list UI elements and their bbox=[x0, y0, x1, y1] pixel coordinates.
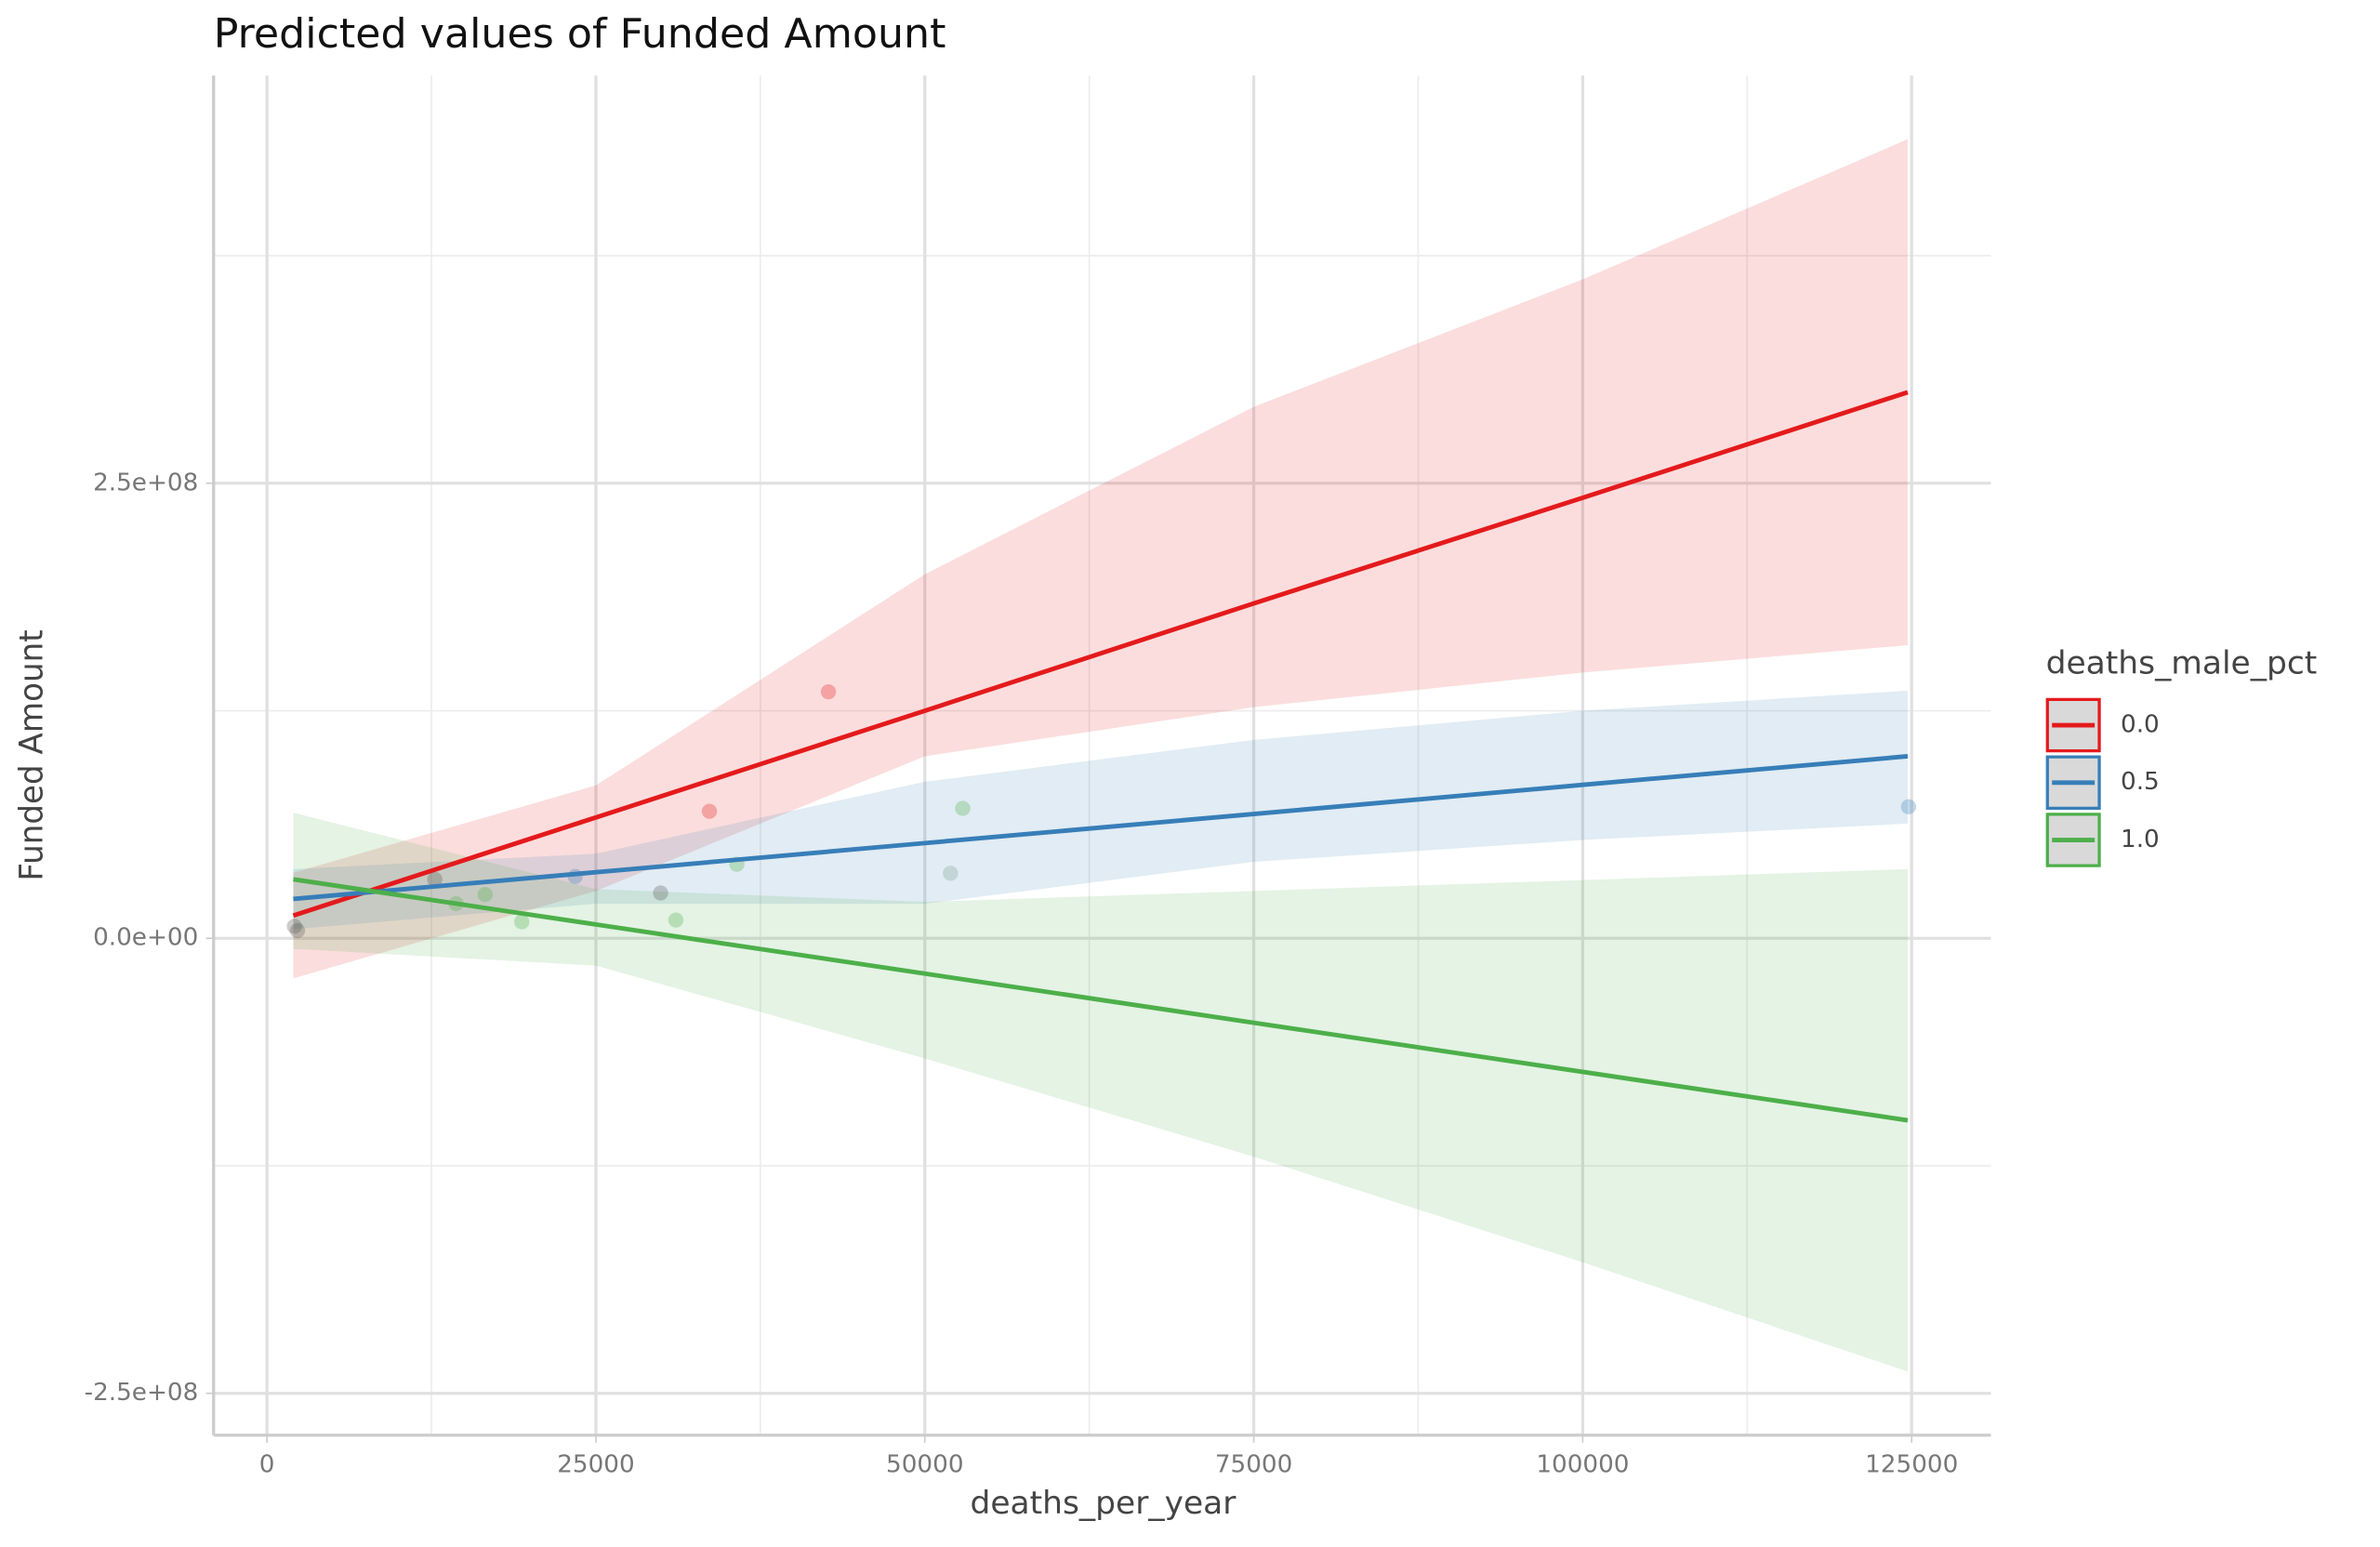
y-tick-label: 2.5e+08 bbox=[93, 469, 198, 496]
data-point bbox=[701, 803, 718, 819]
data-point bbox=[955, 800, 971, 816]
data-point bbox=[427, 871, 443, 887]
y-tick-label: -2.5e+08 bbox=[85, 1379, 199, 1407]
data-point bbox=[514, 914, 530, 930]
legend-label: 0.5 bbox=[2121, 768, 2160, 796]
x-tick-label: 100000 bbox=[1536, 1451, 1629, 1479]
trend-line bbox=[293, 877, 1909, 1123]
x-tick-label: 75000 bbox=[1215, 1451, 1292, 1479]
y-tick-label: 0.0e+00 bbox=[93, 924, 198, 952]
legend-title: deaths_male_pct bbox=[2046, 645, 2318, 682]
data-point bbox=[653, 885, 668, 901]
confidence-band bbox=[293, 139, 1908, 979]
data-point bbox=[820, 684, 837, 700]
legend-label: 0.0 bbox=[2121, 711, 2160, 739]
data-point bbox=[943, 866, 959, 881]
trend-line bbox=[293, 754, 1909, 902]
chart-title: Predicted values of Funded Amount bbox=[214, 10, 946, 58]
legend-label: 1.0 bbox=[2121, 826, 2160, 853]
data-point bbox=[289, 922, 306, 939]
confidence-band bbox=[293, 813, 1908, 1372]
x-tick-label: 0 bbox=[259, 1451, 275, 1479]
x-tick-label: 125000 bbox=[1865, 1451, 1958, 1479]
x-tick-label: 25000 bbox=[557, 1451, 634, 1479]
confidence-band bbox=[293, 690, 1908, 930]
x-tick-label: 50000 bbox=[886, 1451, 963, 1479]
data-point bbox=[1900, 799, 1917, 814]
data-point bbox=[668, 912, 684, 928]
trend-line bbox=[292, 390, 1909, 919]
data-point bbox=[286, 919, 302, 934]
data-point bbox=[477, 887, 494, 903]
x-axis-title: deaths_per_year bbox=[970, 1485, 1236, 1522]
y-axis-title: Funded Amount bbox=[13, 629, 50, 880]
